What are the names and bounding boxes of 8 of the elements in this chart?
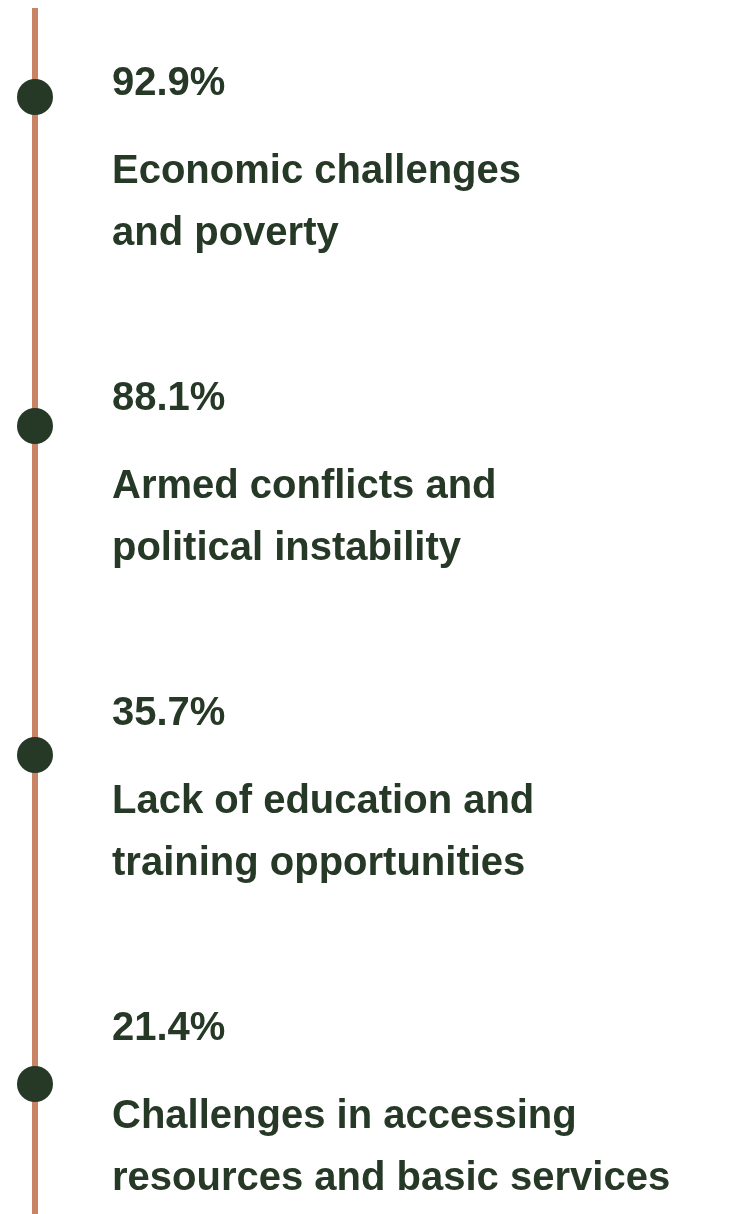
data-label: 35.7% bbox=[112, 689, 226, 733]
category-label: Challenges in accessing resources and basic services bbox=[112, 1092, 671, 1198]
data-label: 92.9% bbox=[112, 59, 226, 103]
category-label: Economic challenges and poverty bbox=[112, 147, 522, 253]
data-label: 21.4% bbox=[112, 1004, 226, 1048]
data-label: 88.1% bbox=[112, 374, 226, 418]
category-label: Armed conflicts and political instability bbox=[112, 462, 497, 568]
category-label: Lack of education and training opportunities bbox=[112, 777, 535, 883]
